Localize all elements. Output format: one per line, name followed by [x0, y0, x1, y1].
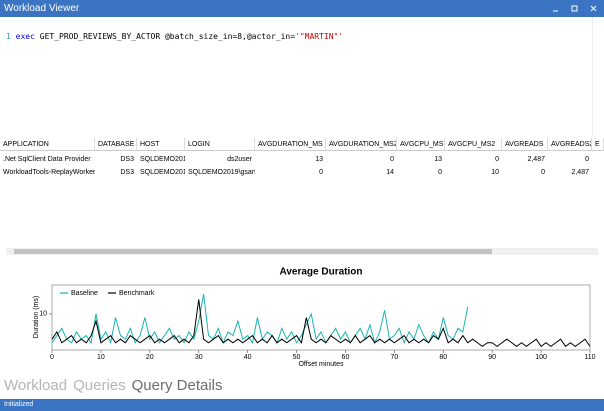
- chart: Average Duration Offset minutes Duration…: [33, 267, 596, 368]
- window-controls[interactable]: [550, 0, 604, 17]
- column-header[interactable]: APPLICATION: [0, 138, 95, 151]
- column-header[interactable]: AVGDURATION_MS2: [326, 138, 397, 151]
- code-line: 1 exec GET_PROD_REVIEWS_BY_ACTOR @batch_…: [6, 32, 343, 41]
- legend-label: Benchmark: [119, 290, 155, 297]
- x-tick-label: 20: [146, 354, 154, 361]
- table-cell: 2,487: [527, 156, 545, 163]
- x-tick-label: 60: [342, 354, 350, 361]
- tab-strip: Workload Queries Query Details: [4, 377, 229, 394]
- window-title: Workload Viewer: [4, 3, 80, 14]
- legend-label: Baseline: [71, 290, 98, 297]
- title-bar: Workload Viewer: [0, 0, 604, 17]
- tab[interactable]: Queries: [73, 377, 126, 394]
- string: '"MARTIN"': [295, 32, 344, 41]
- table-cell: WorkloadTools-ReplayWorker: [3, 169, 95, 176]
- x-axis-label: Offset minutes: [298, 361, 344, 368]
- horizontal-scrollbar[interactable]: [6, 248, 598, 255]
- series-line: [51, 299, 591, 348]
- code-editor[interactable]: 1 exec GET_PROD_REVIEWS_BY_ACTOR @batch_…: [0, 17, 604, 135]
- table-cell: 0: [541, 169, 545, 176]
- x-tick-label: 50: [293, 354, 301, 361]
- status-text: Initialized: [4, 401, 34, 408]
- table-cell: SQLDEMO2019: [140, 156, 185, 163]
- x-tick-label: 30: [195, 354, 203, 361]
- table-cell: 2,487: [571, 169, 589, 176]
- x-tick-label: 110: [584, 354, 595, 361]
- x-tick-label: 80: [439, 354, 447, 361]
- data-grid: APPLICATION DATABASE HOST LOGIN AVGDURATION_…: [0, 138, 604, 248]
- tab[interactable]: Query Details: [131, 377, 223, 394]
- keyword: exec: [15, 32, 35, 41]
- x-tick-label: 10: [97, 354, 105, 361]
- table-cell: 10: [491, 169, 499, 176]
- column-header[interactable]: AVGREADS2: [548, 138, 592, 151]
- table-cell: SQLDEMO2019: [140, 169, 185, 176]
- code: GET_PROD_REVIEWS_BY_ACTOR @batch_size_in…: [39, 32, 296, 41]
- table-cell: 0: [585, 156, 589, 163]
- table-cell: ds2user: [227, 156, 252, 163]
- column-header[interactable]: LOGIN: [185, 138, 255, 151]
- column-header[interactable]: AVGCPU_MS: [397, 138, 445, 151]
- status-bar: Initialized: [0, 399, 604, 411]
- table-cell: SQLDEMO2019\gsartori: [188, 169, 255, 176]
- table-cell: .Net SqlClient Data Provider: [3, 156, 91, 163]
- x-tick-label: 90: [488, 354, 496, 361]
- x-tick-label: 0: [50, 354, 54, 361]
- scroll-thumb[interactable]: [14, 249, 492, 254]
- column-header[interactable]: AVGDURATION_MS: [255, 138, 326, 151]
- column-header[interactable]: HOST: [137, 138, 185, 151]
- column-header[interactable]: AVGREADS: [502, 138, 548, 151]
- table-cell: 0: [390, 156, 394, 163]
- y-axis-label: Duration (ms): [33, 296, 40, 338]
- tab[interactable]: Workload: [4, 377, 68, 394]
- chart-title: Average Duration: [280, 267, 363, 278]
- x-tick-label: 70: [390, 354, 398, 361]
- table-cell: 0: [495, 156, 499, 163]
- y-tick-label: 10: [39, 311, 47, 318]
- column-header[interactable]: E: [592, 138, 604, 151]
- line-number: 1: [6, 32, 11, 41]
- vertical-scrollbar[interactable]: [592, 17, 604, 135]
- column-header[interactable]: AVGCPU_MS2: [445, 138, 502, 151]
- table-cell: DS3: [120, 169, 134, 176]
- table-cell: 0: [438, 169, 442, 176]
- table-cell: DS3: [120, 156, 134, 163]
- table-cell: 14: [386, 169, 394, 176]
- column-header[interactable]: DATABASE: [95, 138, 137, 151]
- x-tick-label: 100: [535, 354, 547, 361]
- table-cell: 13: [315, 156, 323, 163]
- table-cell: 0: [319, 169, 323, 176]
- x-tick-label: 40: [244, 354, 252, 361]
- series-line: [51, 293, 469, 345]
- table-cell: 13: [434, 156, 442, 163]
- plot-frame: [51, 284, 591, 351]
